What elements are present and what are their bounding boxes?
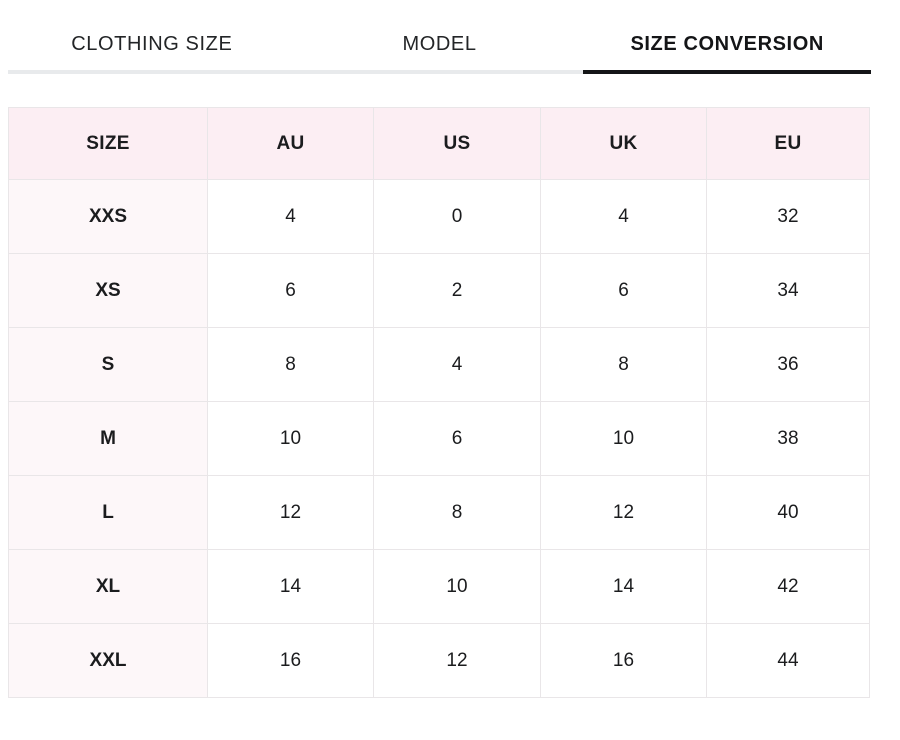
eu-value-cell: 32: [706, 179, 870, 254]
table-row: XL 14 10 14 42: [8, 549, 870, 624]
au-value-cell: 4: [207, 179, 374, 254]
column-header-size: SIZE: [8, 107, 208, 180]
table-row: XXS 4 0 4 32: [8, 179, 870, 254]
size-label-cell: XS: [8, 253, 208, 328]
header-row: SIZE AU US UK EU: [8, 107, 870, 180]
us-value-cell: 6: [373, 401, 541, 476]
eu-value-cell: 44: [706, 623, 870, 698]
us-value-cell: 8: [373, 475, 541, 550]
au-value-cell: 8: [207, 327, 374, 402]
table-row: L 12 8 12 40: [8, 475, 870, 550]
column-header-us: US: [373, 107, 541, 180]
us-value-cell: 12: [373, 623, 541, 698]
au-value-cell: 10: [207, 401, 374, 476]
uk-value-cell: 6: [540, 253, 707, 328]
size-table-body: XXS 4 0 4 32 XS 6 2 6 34 S 8 4 8 36 M 10…: [8, 179, 870, 698]
uk-value-cell: 16: [540, 623, 707, 698]
uk-value-cell: 10: [540, 401, 707, 476]
eu-value-cell: 38: [706, 401, 870, 476]
uk-value-cell: 12: [540, 475, 707, 550]
size-label-cell: M: [8, 401, 208, 476]
us-value-cell: 2: [373, 253, 541, 328]
size-table-header: SIZE AU US UK EU: [8, 107, 870, 180]
table-row: M 10 6 10 38: [8, 401, 870, 476]
tab-size-conversion[interactable]: SIZE CONVERSION: [583, 0, 872, 74]
au-value-cell: 12: [207, 475, 374, 550]
tab-model[interactable]: MODEL: [295, 0, 584, 74]
us-value-cell: 10: [373, 549, 541, 624]
size-label-cell: XL: [8, 549, 208, 624]
size-guide-tabbar: CLOTHING SIZE MODEL SIZE CONVERSION: [8, 0, 872, 74]
column-header-au: AU: [207, 107, 374, 180]
eu-value-cell: 42: [706, 549, 870, 624]
tab-clothing-size[interactable]: CLOTHING SIZE: [8, 0, 296, 74]
size-label-cell: XXS: [8, 179, 208, 254]
uk-value-cell: 4: [540, 179, 707, 254]
size-label-cell: S: [8, 327, 208, 402]
eu-value-cell: 36: [706, 327, 870, 402]
table-row: S 8 4 8 36: [8, 327, 870, 402]
au-value-cell: 14: [207, 549, 374, 624]
eu-value-cell: 40: [706, 475, 870, 550]
column-header-uk: UK: [540, 107, 707, 180]
table-row: XXL 16 12 16 44: [8, 623, 870, 698]
au-value-cell: 16: [207, 623, 374, 698]
column-header-eu: EU: [706, 107, 870, 180]
size-conversion-table: SIZE AU US UK EU XXS 4 0 4 32 XS 6 2 6 3…: [8, 107, 870, 698]
uk-value-cell: 8: [540, 327, 707, 402]
eu-value-cell: 34: [706, 253, 870, 328]
us-value-cell: 0: [373, 179, 541, 254]
uk-value-cell: 14: [540, 549, 707, 624]
us-value-cell: 4: [373, 327, 541, 402]
size-label-cell: L: [8, 475, 208, 550]
table-row: XS 6 2 6 34: [8, 253, 870, 328]
size-label-cell: XXL: [8, 623, 208, 698]
au-value-cell: 6: [207, 253, 374, 328]
